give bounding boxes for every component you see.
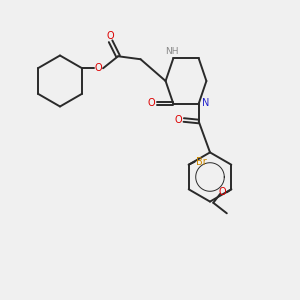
Text: O: O: [148, 98, 155, 109]
Text: N: N: [202, 98, 209, 109]
Text: O: O: [95, 63, 102, 73]
Text: NH: NH: [165, 47, 178, 56]
Text: Br: Br: [196, 157, 207, 167]
Text: O: O: [218, 187, 226, 197]
Text: O: O: [107, 31, 114, 41]
Text: O: O: [175, 115, 182, 125]
